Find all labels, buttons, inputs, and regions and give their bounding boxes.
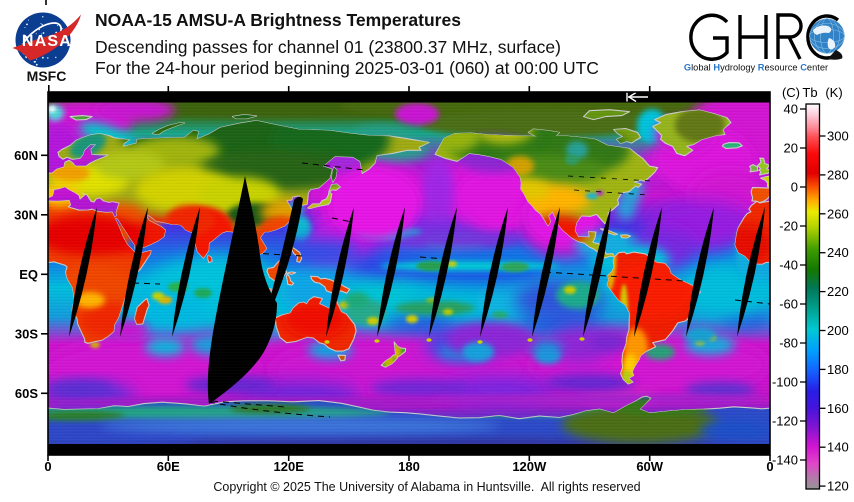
svg-text:180: 180 <box>827 362 849 377</box>
svg-text:0: 0 <box>791 180 798 195</box>
svg-text:120E: 120E <box>274 459 305 474</box>
svg-text:40: 40 <box>784 102 798 117</box>
svg-text:-20: -20 <box>779 219 798 234</box>
svg-text:120: 120 <box>827 479 849 494</box>
svg-text:-100: -100 <box>772 375 798 390</box>
svg-text:180: 180 <box>398 459 420 474</box>
svg-text:(K): (K) <box>825 85 842 100</box>
svg-text:60W: 60W <box>636 459 663 474</box>
svg-text:300: 300 <box>827 129 849 144</box>
svg-text:60E: 60E <box>157 459 180 474</box>
svg-text:0: 0 <box>766 459 773 474</box>
svg-text:160: 160 <box>827 401 849 416</box>
svg-text:-120: -120 <box>772 414 798 429</box>
svg-text:-60: -60 <box>779 297 798 312</box>
svg-text:240: 240 <box>827 245 849 260</box>
svg-text:20: 20 <box>784 141 798 156</box>
svg-text:280: 280 <box>827 167 849 182</box>
svg-text:0: 0 <box>44 459 51 474</box>
svg-text:-80: -80 <box>779 336 798 351</box>
svg-text:30N: 30N <box>14 207 38 222</box>
svg-text:-140: -140 <box>772 453 798 468</box>
svg-text:60S: 60S <box>15 386 38 401</box>
svg-text:260: 260 <box>827 206 849 221</box>
svg-text:EQ: EQ <box>19 267 38 282</box>
svg-text:NASA: NASA <box>22 33 72 50</box>
svg-text:Tb: Tb <box>802 85 817 100</box>
svg-text:MSFC: MSFC <box>27 68 67 84</box>
svg-text:30S: 30S <box>15 326 38 341</box>
svg-text:(C): (C) <box>782 85 800 100</box>
svg-text:220: 220 <box>827 284 849 299</box>
svg-text:-40: -40 <box>779 258 798 273</box>
svg-text:140: 140 <box>827 440 849 455</box>
svg-text:120W: 120W <box>512 459 547 474</box>
svg-text:200: 200 <box>827 323 849 338</box>
svg-text:Global Hydrology Resource Cent: Global Hydrology Resource Center <box>684 63 828 73</box>
svg-text:60N: 60N <box>14 148 38 163</box>
